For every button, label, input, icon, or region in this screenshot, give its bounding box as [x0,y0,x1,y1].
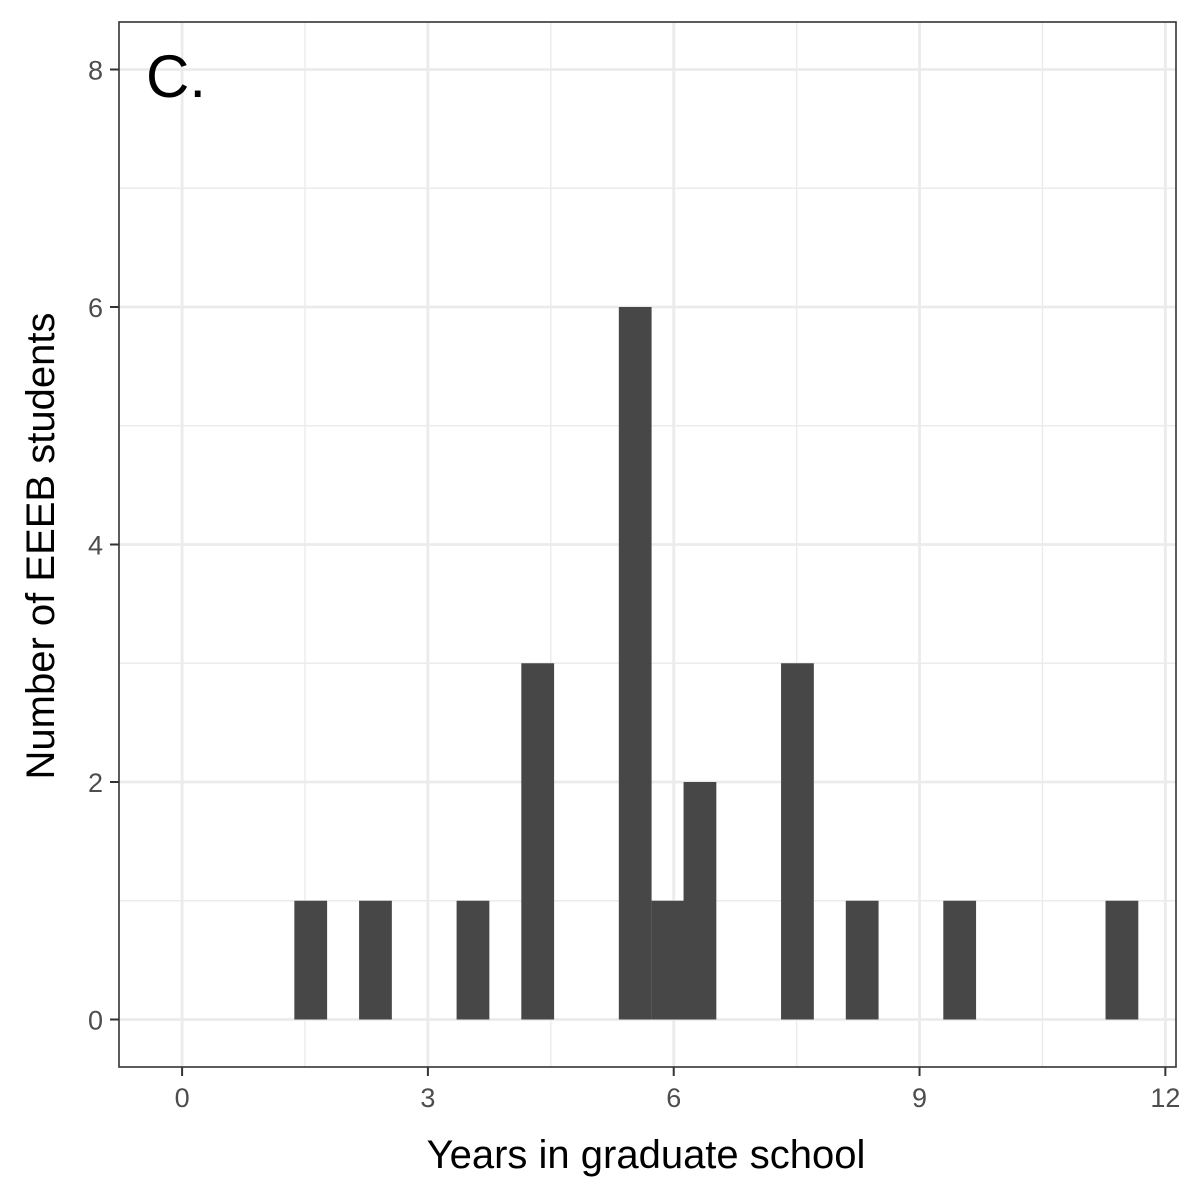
x-axis-title: Years in graduate school [427,1133,866,1177]
y-tick-label: 4 [88,531,103,561]
y-tick-label: 6 [88,293,103,323]
y-tick-label: 0 [88,1006,103,1036]
y-axis-title: Number of EEEB students [19,313,63,780]
x-axis-ticks: 0 3 6 9 12 [175,1067,1180,1113]
histogram-bar [1105,900,1139,1020]
y-axis-ticks: 0 2 4 6 8 [88,56,119,1036]
histogram-bar [845,900,879,1020]
histogram-bar [294,900,328,1020]
y-tick-label: 8 [88,56,103,86]
x-tick-label: 0 [175,1083,190,1113]
histogram-bar [456,900,490,1020]
x-tick-label: 9 [912,1083,927,1113]
histogram-bar [781,663,814,1020]
x-tick-label: 6 [666,1083,681,1113]
histogram-bars [294,307,1139,1020]
histogram-bar [651,900,685,1020]
panel-label: C. [146,43,206,110]
y-tick-label: 2 [88,768,103,798]
histogram-bar [521,663,555,1020]
x-tick-label: 12 [1150,1083,1180,1113]
histogram-bar [943,900,977,1020]
histogram-bar [359,900,392,1020]
histogram-bar [683,782,717,1020]
histogram-bar [618,307,652,1020]
x-tick-label: 3 [420,1083,435,1113]
